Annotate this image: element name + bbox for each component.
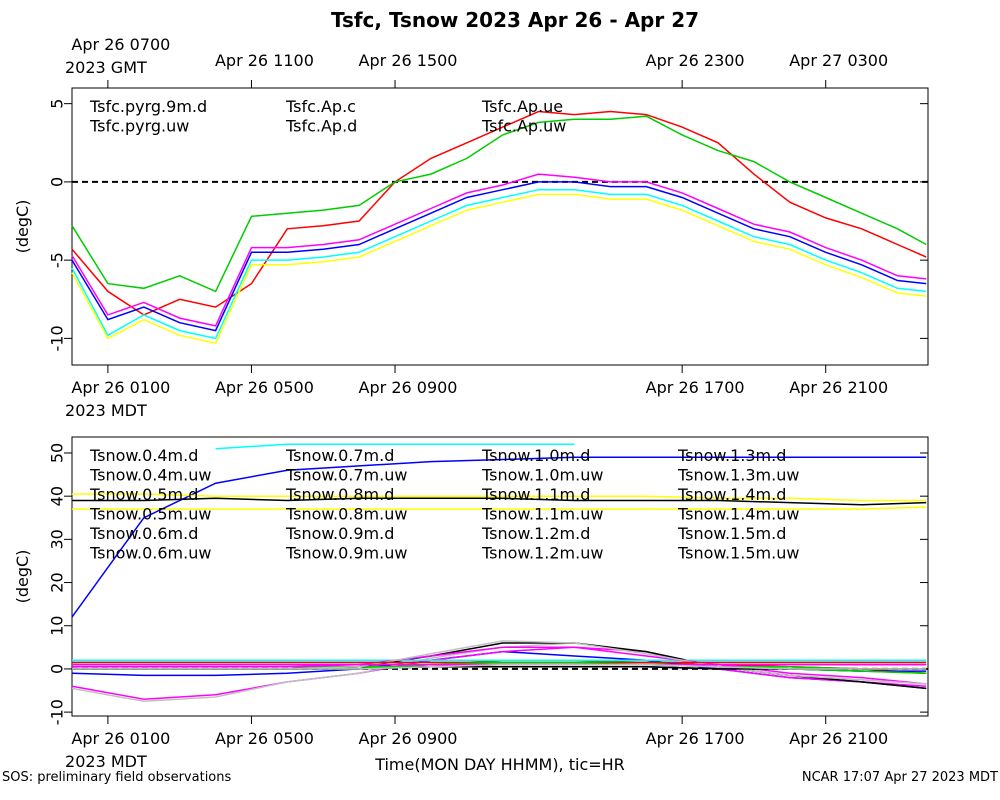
series-line (72, 506, 927, 510)
y-tick-label: 30 (48, 529, 67, 549)
x-tick-label: Apr 26 0900 (359, 378, 458, 397)
legend-entry: Tsnow.1.3m.uw (677, 466, 799, 485)
legend-entry: Tsfc.Ap.ue (481, 97, 563, 116)
legend-entry: Tsnow.1.0m.uw (481, 466, 603, 485)
series-line (71, 188, 927, 340)
legend-entry: Tsfc.Ap.c (285, 97, 356, 116)
y-tick-label: 50 (48, 443, 67, 463)
series-line (71, 181, 927, 332)
y-tick-label: 0 (48, 177, 67, 187)
x-axis-label: Time(MON DAY HHMM), tic=HR (374, 755, 625, 774)
x2-tick-label: Apr 26 1100 (215, 51, 314, 70)
footer-left: SOS: preliminary field observations (2, 770, 231, 785)
series-line (71, 650, 927, 690)
legend-entry: Tsfc.pyrg.uw (89, 117, 189, 136)
y-tick-label: 10 (48, 616, 67, 636)
series-line (71, 173, 927, 327)
legend-entry: Tsnow.0.9m.d (285, 524, 394, 543)
x-tick-label: Apr 26 1700 (646, 378, 745, 397)
series-line (71, 115, 927, 293)
y-tick-label: 5 (48, 99, 67, 109)
legend-entry: Tsnow.0.4m.uw (89, 466, 211, 485)
x-sublabel: 2023 MDT (65, 752, 147, 771)
series-line (71, 110, 927, 316)
series-line (71, 193, 927, 344)
y-tick-label: 40 (48, 486, 67, 506)
series-line (71, 646, 927, 700)
y-axis-label: (degC) (13, 200, 32, 254)
x-tick-label: Apr 26 2100 (789, 729, 888, 748)
y-axis-label: (degC) (13, 550, 32, 604)
legend-entry: Tsfc.Ap.uw (481, 117, 566, 136)
legend-entry: Tsnow.0.8m.d (285, 485, 394, 504)
legend-entry: Tsnow.1.4m.uw (677, 505, 799, 524)
legend-entry: Tsnow.0.9m.uw (285, 544, 407, 563)
series-line (72, 497, 927, 506)
legend-entry: Tsnow.0.4m.d (89, 446, 198, 465)
series-line (71, 456, 927, 618)
y-tick-label: -5 (48, 252, 67, 268)
legend-entry: Tsfc.pyrg.9m.d (89, 97, 207, 116)
series-line (72, 642, 927, 690)
legend-entry: Tsnow.0.5m.d (89, 485, 198, 504)
series-line (72, 663, 927, 670)
legend-entry: Tsfc.Ap.d (285, 117, 357, 136)
x2-tick-label: Apr 27 0300 (789, 51, 888, 70)
y-tick-label: 20 (48, 572, 67, 592)
x2-tick-label: Apr 26 0700 (71, 35, 170, 54)
x-tick-label: Apr 26 0900 (359, 729, 458, 748)
series-line (215, 443, 575, 450)
x2-tick-label: Apr 26 2300 (646, 51, 745, 70)
legend-entry: Tsnow.1.4m.d (677, 485, 786, 504)
x-tick-label: Apr 26 0500 (215, 729, 314, 748)
chart-title: Tsfc, Tsnow 2023 Apr 26 - Apr 27 (331, 8, 699, 32)
legend-entry: Tsnow.1.3m.d (677, 446, 786, 465)
y-tick-label: -10 (48, 325, 67, 351)
legend-entry: Tsnow.1.1m.uw (481, 505, 603, 524)
x-sublabel: 2023 MDT (65, 401, 147, 420)
legend-entry: Tsnow.1.5m.uw (677, 544, 799, 563)
legend-entry: Tsnow.0.8m.uw (285, 505, 407, 524)
y-tick-label: 0 (48, 664, 67, 674)
x-tick-label: Apr 26 1700 (646, 729, 745, 748)
x-tick-label: Apr 26 2100 (789, 378, 888, 397)
plot-frame (71, 436, 929, 717)
legend-entry: Tsnow.0.7m.d (285, 446, 394, 465)
legend-entry: Tsnow.1.2m.d (481, 524, 590, 543)
x2-sublabel: 2023 GMT (65, 58, 147, 77)
x-tick-label: Apr 26 0100 (71, 378, 170, 397)
legend-entry: Tsnow.1.0m.d (481, 446, 590, 465)
x-tick-label: Apr 26 0500 (215, 378, 314, 397)
legend-entry: Tsnow.0.5m.uw (89, 505, 211, 524)
legend-entry: Tsnow.1.1m.d (481, 485, 590, 504)
y-tick-label: -10 (48, 699, 67, 725)
x2-tick-label: Apr 26 1500 (359, 51, 458, 70)
series-line (72, 493, 927, 502)
series-line (72, 646, 927, 685)
x-tick-label: Apr 26 0100 (71, 729, 170, 748)
legend-entry: Tsnow.0.7m.uw (285, 466, 407, 485)
legend-entry: Tsnow.1.2m.uw (481, 544, 603, 563)
legend-entry: Tsnow.1.5m.d (677, 524, 786, 543)
legend-entry: Tsnow.0.6m.d (89, 524, 198, 543)
legend-entry: Tsnow.0.6m.uw (89, 544, 211, 563)
footer-right: NCAR 17:07 Apr 27 2023 MDT (802, 770, 998, 785)
